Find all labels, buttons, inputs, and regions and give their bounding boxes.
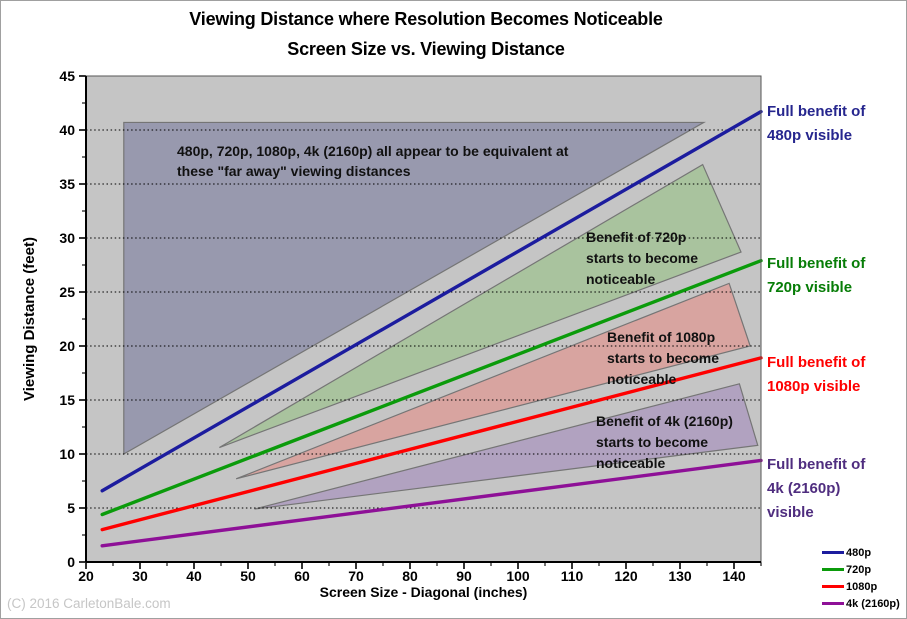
y-tick-label-5: 5 <box>67 500 75 516</box>
equivalent-region <box>123 121 707 456</box>
x-tick-label-90: 90 <box>456 568 472 584</box>
x-tick-label-40: 40 <box>186 568 202 584</box>
legend-row-480p: 480p <box>822 544 900 561</box>
benefit-1080p-region <box>235 282 751 480</box>
series-line-480p <box>100 109 763 493</box>
legend: 480p 720p 1080p 4k (2160p) <box>822 544 900 612</box>
annotation-benefit-4k: Benefit of 4k (2160p) starts to become n… <box>596 413 733 471</box>
legend-label-4k: 4k (2160p) <box>846 597 900 610</box>
legend-label-720p: 720p <box>846 563 872 576</box>
side-label-1080p: Full benefit of 1080p visible <box>767 354 866 395</box>
benefit-4k-region <box>254 383 759 510</box>
y-tick-label-30: 30 <box>59 230 75 246</box>
legend-swatch-4k <box>822 602 844 605</box>
y-tick-label-10: 10 <box>59 446 75 462</box>
x-tick-label-50: 50 <box>240 568 256 584</box>
x-tick-label-120: 120 <box>614 568 638 584</box>
legend-row-4k: 4k (2160p) <box>822 595 900 612</box>
y-tick-label-45: 45 <box>59 68 75 84</box>
y-tick-label-35: 35 <box>59 176 75 192</box>
series-line-720p <box>100 258 763 517</box>
series-line-4k (2160p) <box>100 458 763 548</box>
y-tick-label-20: 20 <box>59 338 75 354</box>
x-tick-label-80: 80 <box>402 568 418 584</box>
legend-row-1080p: 1080p <box>822 578 900 595</box>
legend-label-480p: 480p <box>846 546 872 559</box>
annotation-benefit-720p: Benefit of 720p starts to become noticea… <box>586 229 699 287</box>
legend-swatch-1080p <box>822 585 844 588</box>
x-tick-label-110: 110 <box>561 568 584 584</box>
x-tick-label-100: 100 <box>506 568 530 584</box>
chart-title: Viewing Distance where Resolution Become… <box>189 9 663 29</box>
annotation-benefit-1080p: Benefit of 1080p starts to become notice… <box>607 329 720 387</box>
x-tick-label-130: 130 <box>668 568 692 584</box>
legend-label-1080p: 1080p <box>846 580 878 593</box>
y-tick-label-0: 0 <box>67 554 75 570</box>
x-tick-label-60: 60 <box>294 568 310 584</box>
annotation-equivalent: 480p, 720p, 1080p, 4k (2160p) all appear… <box>177 143 569 179</box>
legend-row-720p: 720p <box>822 561 900 578</box>
y-tick-label-40: 40 <box>59 122 75 138</box>
x-tick-label-30: 30 <box>132 568 148 584</box>
y-tick-label-15: 15 <box>59 392 75 408</box>
x-tick-label-20: 20 <box>78 568 94 584</box>
y-tick-label-25: 25 <box>59 284 75 300</box>
series-line-1080p <box>100 356 763 532</box>
chart-subtitle: Screen Size vs. Viewing Distance <box>287 39 565 59</box>
x-axis-title: Screen Size - Diagonal (inches) <box>319 584 528 600</box>
side-label-480p: Full benefit of 480p visible <box>767 103 866 144</box>
x-tick-label-140: 140 <box>722 568 746 584</box>
side-label-4k: Full benefit of 4k (2160p) visible <box>767 456 866 521</box>
copyright-watermark: (C) 2016 CarletonBale.com <box>7 596 171 611</box>
x-tick-label-70: 70 <box>348 568 364 584</box>
legend-swatch-720p <box>822 568 844 571</box>
benefit-720p-region <box>219 163 742 449</box>
legend-swatch-480p <box>822 551 844 554</box>
side-label-720p: Full benefit of 720p visible <box>767 255 866 296</box>
